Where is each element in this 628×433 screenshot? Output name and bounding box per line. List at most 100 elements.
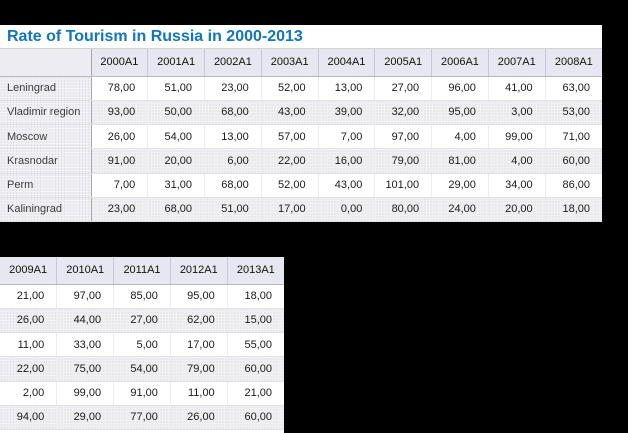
value-cell: 18,00	[545, 197, 602, 223]
value-cell: 23,00	[91, 197, 149, 223]
value-cell: 4,00	[488, 148, 546, 174]
column-header-2009A1: 2009A1	[0, 257, 58, 285]
value-cell: 18,00	[227, 284, 284, 309]
value-cell: 62,00	[170, 308, 228, 334]
value-cell: 55,00	[227, 332, 284, 358]
value-cell: 51,00	[204, 197, 262, 223]
value-cell: 23,00	[204, 76, 262, 101]
table-part1-body: Leningrad 78,00 51,00 23,00 52,00 13,00 27,00 9…	[0, 76, 602, 223]
value-cell: 27,00	[113, 308, 171, 334]
row-label: Vladimir region	[0, 100, 92, 126]
value-cell: 54,00	[113, 356, 171, 382]
table-row: Kaliningrad 23,00 68,00 51,00 17,00 0,00 80,00…	[0, 197, 602, 223]
value-cell: 27,00	[374, 76, 433, 101]
value-cell: 78,00	[91, 76, 149, 101]
value-cell: 81,00	[431, 148, 489, 174]
value-cell: 22,00	[0, 356, 58, 382]
table-part1-header: 2000A1 2001A1 2002A1 2003A1 2004A1 2005A1 2006…	[0, 49, 602, 77]
value-cell: 7,00	[318, 124, 376, 150]
value-cell: 29,00	[431, 173, 489, 198]
value-cell: 68,00	[204, 173, 262, 198]
value-cell: 80,00	[374, 197, 433, 223]
value-cell: 54,00	[147, 124, 206, 150]
value-cell: 79,00	[170, 356, 228, 382]
value-cell: 26,00	[91, 124, 149, 150]
value-cell: 99,00	[56, 381, 115, 406]
value-cell: 26,00	[170, 405, 228, 431]
row-label: Leningrad	[0, 76, 92, 101]
column-header-2006A1: 2006A1	[431, 49, 489, 77]
value-cell: 101,00	[374, 173, 433, 198]
table-row: Leningrad 78,00 51,00 23,00 52,00 13,00 27,00 9…	[0, 76, 602, 101]
table-row: Krasnodar 91,00 20,00 6,00 22,00 16,00 79,00 81…	[0, 148, 602, 174]
row-label: Moscow	[0, 124, 92, 150]
value-cell: 95,00	[431, 100, 489, 126]
value-cell: 2,00	[0, 381, 58, 406]
value-cell: 39,00	[318, 100, 376, 126]
header-row: 2009A1 2010A1 2011A1 2012A1 2013A1	[0, 257, 284, 285]
value-cell: 97,00	[56, 284, 115, 309]
value-cell: 93,00	[91, 100, 149, 126]
value-cell: 15,00	[227, 308, 284, 334]
column-header-2013A1: 2013A1	[227, 257, 284, 285]
column-header-2010A1: 2010A1	[56, 257, 115, 285]
column-header-2005A1: 2005A1	[374, 49, 433, 77]
table-row: 2,00 99,00 91,00 11,00 21,00	[0, 381, 284, 406]
value-cell: 50,00	[147, 100, 206, 126]
table-row: 94,00 29,00 77,00 26,00 60,00	[0, 405, 284, 431]
value-cell: 51,00	[147, 76, 206, 101]
table-row: 21,00 97,00 85,00 95,00 18,00	[0, 284, 284, 309]
value-cell: 43,00	[261, 100, 319, 126]
header-row: 2000A1 2001A1 2002A1 2003A1 2004A1 2005A1 2006…	[0, 49, 602, 77]
table-row: 26,00 44,00 27,00 62,00 15,00	[0, 308, 284, 334]
value-cell: 75,00	[56, 356, 115, 382]
table-part2-body: 21,00 97,00 85,00 95,00 18,00 26,00 44,00 27,00…	[0, 284, 284, 431]
column-header-2012A1: 2012A1	[170, 257, 228, 285]
value-cell: 20,00	[147, 148, 206, 174]
value-cell: 60,00	[227, 356, 284, 382]
corner-header-cell	[0, 49, 92, 77]
value-cell: 94,00	[0, 405, 58, 431]
table-row: Vladimir region 93,00 50,00 68,00 43,00 39,00…	[0, 100, 602, 126]
column-header-2007A1: 2007A1	[488, 49, 546, 77]
value-cell: 17,00	[261, 197, 319, 223]
value-cell: 6,00	[204, 148, 262, 174]
tourism-table-part1: 2000A1 2001A1 2002A1 2003A1 2004A1 2005A1 2006…	[0, 49, 602, 223]
column-header-2011A1: 2011A1	[113, 257, 171, 285]
row-label: Kaliningrad	[0, 197, 92, 223]
tourism-table-part2: 2009A1 2010A1 2011A1 2012A1 2013A1 21,00 97,0…	[0, 257, 284, 431]
value-cell: 11,00	[170, 381, 228, 406]
value-cell: 16,00	[318, 148, 376, 174]
value-cell: 41,00	[488, 76, 546, 101]
value-cell: 57,00	[261, 124, 319, 150]
value-cell: 34,00	[488, 173, 546, 198]
value-cell: 91,00	[91, 148, 149, 174]
row-label: Krasnodar	[0, 148, 92, 174]
value-cell: 29,00	[56, 405, 115, 431]
value-cell: 21,00	[227, 381, 284, 406]
table-row: Perm 7,00 31,00 68,00 52,00 43,00 101,00 29,00 3…	[0, 173, 602, 198]
value-cell: 95,00	[170, 284, 228, 309]
value-cell: 43,00	[318, 173, 376, 198]
tourism-table-panel-top: Rate of Tourism in Russia in 2000-2013 2…	[0, 25, 602, 223]
value-cell: 97,00	[374, 124, 433, 150]
column-header-2003A1: 2003A1	[261, 49, 319, 77]
value-cell: 79,00	[374, 148, 433, 174]
column-header-2008A1: 2008A1	[545, 49, 602, 77]
value-cell: 60,00	[227, 405, 284, 431]
value-cell: 11,00	[0, 332, 58, 358]
value-cell: 21,00	[0, 284, 58, 309]
value-cell: 26,00	[0, 308, 58, 334]
value-cell: 31,00	[147, 173, 206, 198]
column-header-2004A1: 2004A1	[318, 49, 376, 77]
value-cell: 7,00	[91, 173, 149, 198]
row-label: Perm	[0, 173, 92, 198]
value-cell: 68,00	[147, 197, 206, 223]
table-title: Rate of Tourism in Russia in 2000-2013	[0, 25, 602, 49]
value-cell: 0,00	[318, 197, 376, 223]
value-cell: 52,00	[261, 173, 319, 198]
table-part2-header: 2009A1 2010A1 2011A1 2012A1 2013A1	[0, 257, 284, 285]
value-cell: 91,00	[113, 381, 171, 406]
value-cell: 3,00	[488, 100, 546, 126]
